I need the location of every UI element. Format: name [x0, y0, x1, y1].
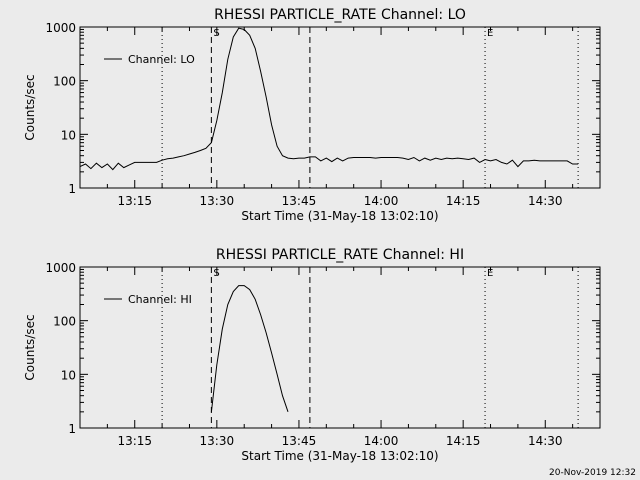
series-line	[210, 285, 289, 412]
y-axis-label: Counts/sec	[23, 314, 37, 380]
event-marker-label: S	[213, 28, 219, 39]
series-line	[79, 27, 579, 171]
event-marker-label: S	[213, 268, 219, 279]
legend-label: Channel: HI	[128, 293, 192, 306]
x-tick-label: 13:15	[117, 434, 152, 448]
y-tick-label: 1000	[45, 261, 76, 275]
x-tick-label: 14:15	[446, 194, 481, 208]
y-tick-label: 10	[61, 368, 76, 382]
x-tick-label: 14:30	[528, 194, 563, 208]
x-axis-label: Start Time (31-May-18 13:02:10)	[241, 449, 438, 463]
legend-label: Channel: LO	[128, 53, 195, 66]
x-tick-label: 13:30	[200, 434, 235, 448]
x-axis-label: Start Time (31-May-18 13:02:10)	[241, 209, 438, 223]
y-tick-label: 100	[53, 75, 76, 89]
y-tick-label: 1000	[45, 21, 76, 35]
event-marker-label: E	[487, 268, 493, 279]
axes-frame	[79, 26, 601, 189]
x-tick-label: 13:45	[282, 434, 317, 448]
x-tick-label: 14:00	[364, 434, 399, 448]
chart-title: RHESSI PARTICLE_RATE Channel: LO	[214, 7, 466, 23]
event-marker-label: E	[487, 28, 493, 39]
x-tick-label: 14:15	[446, 434, 481, 448]
y-tick-label: 100	[53, 315, 76, 329]
x-tick-label: 13:45	[282, 194, 317, 208]
axes-frame	[79, 266, 601, 429]
y-tick-label: 10	[61, 128, 76, 142]
x-tick-label: 14:00	[364, 194, 399, 208]
x-tick-label: 13:15	[117, 194, 152, 208]
x-tick-label: 13:30	[200, 194, 235, 208]
chart-panel-2: RHESSI PARTICLE_RATE Channel: HI Counts/s…	[23, 247, 601, 463]
chart-title: RHESSI PARTICLE_RATE Channel: HI	[216, 247, 464, 263]
y-tick-label: 1	[68, 182, 76, 196]
chart-panel-1: RHESSI PARTICLE_RATE Channel: LO Counts/s…	[23, 7, 601, 223]
x-tick-label: 14:30	[528, 434, 563, 448]
footer-timestamp: 20-Nov-2019 12:32	[549, 468, 636, 478]
y-tick-label: 1	[68, 422, 76, 436]
y-axis-label: Counts/sec	[23, 74, 37, 140]
